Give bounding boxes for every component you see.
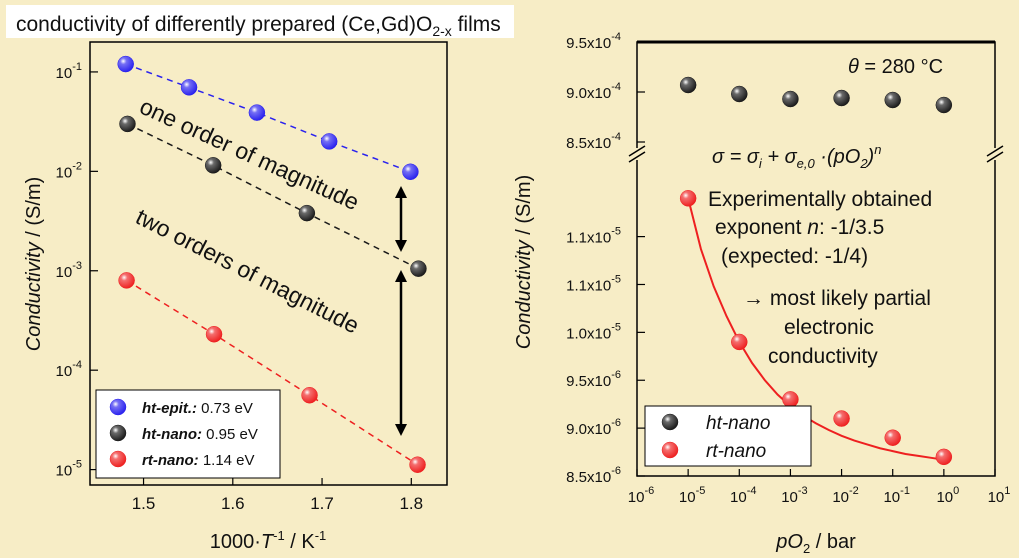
point-rtnano <box>833 410 850 427</box>
left-plot-frame <box>89 41 448 486</box>
point-rtnano <box>782 391 799 408</box>
axis-break-marks <box>628 145 1004 163</box>
legend-marker <box>109 424 127 442</box>
right-xtick-label: 101 <box>988 485 1011 506</box>
right-xtick-label: 10-1 <box>883 485 909 506</box>
fit-line-rtnano <box>126 279 418 466</box>
legend-entry: ht-epit.: 0.73 eV <box>142 400 253 417</box>
exponent-line-2: exponent n: -1/3.5 <box>715 216 884 239</box>
fit-line-htepit <box>125 63 411 173</box>
left-ytick-label: 10-5 <box>56 459 82 480</box>
left-xtick-label: 1.8 <box>399 494 423 513</box>
right-xtick-label: 10-4 <box>730 485 756 506</box>
right-lower-ytick-label: 9.0x10-6 <box>566 417 621 438</box>
point-rtnano <box>205 325 223 343</box>
left-xtick-label: 1.5 <box>132 494 156 513</box>
left-ylabel: Conductivity / (S/m) <box>23 177 45 351</box>
conductivity-equation: σ = σi + σe,0 ·(pO2)n <box>712 142 881 171</box>
legend-entry: rt-nano <box>706 441 766 462</box>
point-rtnano <box>731 333 748 351</box>
left-ytick-label: 10-2 <box>56 160 82 181</box>
point-htnano <box>833 89 850 107</box>
left-xtick-label: 1.7 <box>310 494 334 513</box>
fit-curve-rt-nano <box>687 198 945 461</box>
point-rtnano <box>409 456 426 473</box>
point-htepit <box>402 163 419 181</box>
legend-marker <box>109 398 127 416</box>
right-xtick-label: 10-3 <box>781 485 807 506</box>
point-htnano <box>884 91 901 109</box>
title-subscript: 2-x <box>432 23 452 40</box>
point-htnano <box>935 96 953 114</box>
point-htepit <box>248 104 266 121</box>
arrow-two-orders <box>395 270 407 436</box>
left-xtick-label: 1.6 <box>221 494 245 513</box>
fit-line-htnano <box>127 123 419 270</box>
point-htnano <box>782 90 799 108</box>
arrow-line-2: electronic <box>784 316 874 339</box>
right-xtick-label: 10-6 <box>628 485 654 506</box>
right-lower-ytick-label: 8.5x10-6 <box>566 465 621 486</box>
right-xlabel: pO2 / bar <box>775 531 856 556</box>
point-htnano <box>731 85 748 103</box>
right-upper-ytick-label: 9.0x10-4 <box>566 81 621 102</box>
point-htnano <box>298 204 316 222</box>
right-lower-ytick-label: 1.1x10-5 <box>566 226 621 247</box>
point-rtnano <box>679 190 697 207</box>
right-ylabel: Conductivity / (S/m) <box>513 175 535 349</box>
right-lower-ytick-label: 1.1x10-5 <box>566 273 621 294</box>
right-xtick-label: 10-5 <box>679 485 705 506</box>
legend-marker <box>661 441 679 459</box>
right-xtick-label: 100 <box>936 485 959 506</box>
left-ytick-label: 10-4 <box>56 359 82 380</box>
point-htnano <box>410 260 427 277</box>
left-legend: ht-epit.: 0.73 eV ht-nano: 0.95 eV rt-nano… <box>95 389 281 479</box>
legend-entry: ht-nano: 0.95 eV <box>142 426 258 443</box>
title-box: conductivity of differently prepared (Ce… <box>6 5 514 39</box>
exponent-line-3: (expected: -1/4) <box>721 245 868 268</box>
point-rtnano <box>118 272 135 289</box>
point-htepit <box>320 133 338 150</box>
right-upper-ytick-label: 9.5x10-4 <box>566 31 621 52</box>
arrow-one-order <box>395 186 407 252</box>
arrow-line-1: → most likely partial <box>743 287 931 310</box>
legend-entry: ht-nano <box>706 413 770 434</box>
left-ytick-label: 10-1 <box>56 61 82 82</box>
left-ytick-label: 10-3 <box>56 260 82 281</box>
right-lower-ytick-label: 9.5x10-6 <box>566 369 621 390</box>
point-htnano <box>204 157 222 174</box>
right-upper-ytick-label: 8.5x10-4 <box>566 131 621 152</box>
left-xlabel: 1000·T-1 / K-1 <box>210 528 327 553</box>
legend-marker <box>109 450 127 468</box>
right-xtick-label: 10-2 <box>832 485 858 506</box>
point-htepit <box>117 55 134 73</box>
point-htepit <box>180 79 198 96</box>
point-rtnano <box>935 448 953 466</box>
legend-marker <box>661 413 679 431</box>
right-lower-ytick-label: 1.0x10-5 <box>566 321 621 342</box>
point-rtnano <box>884 429 901 446</box>
chart-title: conductivity of differently prepared (Ce… <box>16 13 501 39</box>
arrow-line-3: conductivity <box>768 345 878 368</box>
title-main: conductivity of differently prepared (Ce… <box>16 13 433 36</box>
point-htnano <box>679 76 697 94</box>
point-rtnano <box>301 386 318 404</box>
temperature-annotation: θ = 280 °C <box>848 56 943 78</box>
point-htnano <box>119 115 136 133</box>
title-end: films <box>451 13 501 36</box>
legend-entry: rt-nano: 1.14 eV <box>142 452 255 469</box>
right-legend: ht-nano rt-nano <box>644 405 812 467</box>
axis-break-gap <box>628 148 1004 160</box>
exponent-line-1: Experimentally obtained <box>708 188 932 211</box>
